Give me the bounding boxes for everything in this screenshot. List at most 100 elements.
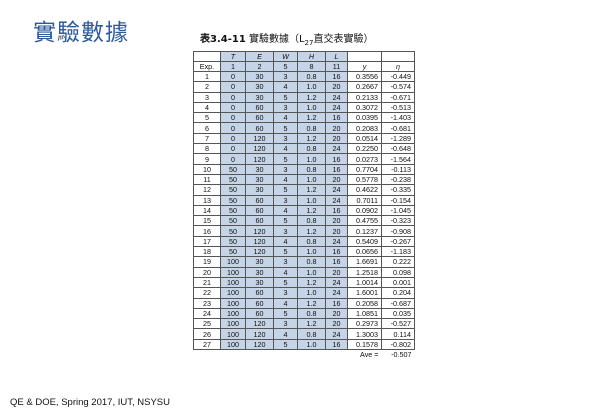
table-cell: 4 bbox=[273, 173, 298, 186]
table-cell: 120 bbox=[245, 318, 274, 330]
table-cell: 27 bbox=[193, 338, 221, 351]
table-cell: 50 bbox=[220, 246, 246, 258]
table-cell: 30 bbox=[245, 91, 274, 103]
table-cell: 3 bbox=[273, 194, 298, 206]
table-cell: 50 bbox=[220, 163, 246, 175]
empty-cell bbox=[326, 350, 348, 360]
table-cell: 0.5778 bbox=[347, 173, 382, 186]
table-cell: 120 bbox=[245, 132, 274, 145]
experiment-data-table-wrap: T E W H L Exp. 1 2 5 8 11 y η 1 0 30 3 0.8 16 0.3556 -0.449 2… bbox=[193, 51, 415, 360]
table-cell: -1.183 bbox=[381, 246, 415, 258]
table-cell: 23 bbox=[193, 297, 221, 309]
table-cell: 0 bbox=[220, 91, 246, 103]
table-row: 2 0 30 4 1.0 20 0.2667 -0.574 bbox=[193, 81, 415, 93]
table-cell: 0.8 bbox=[297, 122, 326, 134]
table-cell: -0.238 bbox=[381, 173, 415, 186]
table-row: 26 100 120 4 0.8 24 1.3003 0.114 bbox=[193, 328, 415, 340]
table-cell: 30 bbox=[245, 184, 274, 196]
table-row: 15 50 60 5 0.8 20 0.4755 -0.323 bbox=[193, 215, 415, 227]
table-cell: 100 bbox=[220, 287, 246, 299]
header-column-code: Exp. bbox=[193, 61, 221, 72]
table-cell: 0.2133 bbox=[347, 91, 382, 103]
table-cell: 24 bbox=[325, 143, 348, 155]
table-cell: 1.6001 bbox=[347, 287, 382, 299]
table-cell: 24 bbox=[325, 276, 348, 289]
table-cell: -0.687 bbox=[381, 297, 415, 309]
table-cell: 24 bbox=[325, 184, 348, 196]
caption-number: 表3.4-11 bbox=[200, 34, 246, 45]
table-cell: 120 bbox=[245, 153, 274, 165]
table-caption: 表3.4-11 實驗數據（L27直交表實驗） bbox=[200, 30, 430, 47]
table-cell: 0 bbox=[220, 70, 246, 83]
table-cell: 24 bbox=[325, 91, 348, 103]
table-cell: 1.2 bbox=[297, 225, 326, 237]
table-cell: 1.3003 bbox=[347, 328, 382, 340]
table-cell: 1.0 bbox=[297, 173, 326, 186]
table-cell: 16 bbox=[325, 338, 348, 351]
table-cell: 4 bbox=[273, 143, 298, 155]
table-cell: 12 bbox=[193, 184, 221, 196]
caption-text: 實驗數據（L bbox=[248, 34, 305, 45]
table-cell: 24 bbox=[325, 194, 348, 206]
table-cell: 0 bbox=[220, 101, 246, 114]
table-cell: -0.648 bbox=[381, 143, 415, 155]
table-cell: 0.114 bbox=[381, 328, 415, 340]
table-cell: 3 bbox=[273, 70, 298, 83]
header-column-code: 5 bbox=[273, 61, 298, 72]
table-cell: 0.4622 bbox=[347, 184, 382, 196]
table-cell: 22 bbox=[193, 287, 221, 299]
table-cell: 1.0 bbox=[297, 338, 326, 351]
table-cell: 1.0 bbox=[297, 287, 326, 299]
table-cell: 5 bbox=[273, 215, 298, 227]
table-cell: -1.289 bbox=[381, 132, 415, 145]
header-factor-name: T bbox=[220, 51, 246, 62]
table-cell: -0.513 bbox=[381, 101, 415, 114]
table-cell: 60 bbox=[245, 122, 274, 134]
table-row: 25 100 120 3 1.2 20 0.2973 -0.527 bbox=[193, 318, 415, 330]
table-cell: 0.0656 bbox=[347, 246, 382, 258]
average-row: Ave = -0.507 bbox=[194, 350, 415, 360]
table-cell: 50 bbox=[220, 194, 246, 206]
table-cell: 120 bbox=[245, 225, 274, 237]
table-cell: 0.204 bbox=[381, 287, 415, 299]
table-cell: 120 bbox=[245, 338, 274, 351]
table-cell: 24 bbox=[325, 328, 348, 340]
table-cell: 0.035 bbox=[381, 307, 415, 320]
table-cell: 0 bbox=[220, 122, 246, 134]
table-cell: 3 bbox=[273, 225, 298, 237]
table-cell: 60 bbox=[245, 204, 274, 217]
table-cell: -0.154 bbox=[381, 194, 415, 206]
table-cell: 20 bbox=[325, 307, 348, 320]
table-cell: 0 bbox=[220, 132, 246, 145]
table-cell: 11 bbox=[193, 173, 221, 186]
table-cell: 4 bbox=[273, 235, 298, 248]
table-cell: 24 bbox=[325, 287, 348, 299]
table-cell: -1.564 bbox=[381, 153, 415, 165]
table-cell: 4 bbox=[193, 101, 221, 114]
table-cell: 5 bbox=[273, 184, 298, 196]
empty-cell bbox=[194, 350, 221, 360]
header-factor-name: E bbox=[245, 51, 274, 62]
table-cell: 4 bbox=[273, 204, 298, 217]
table-cell: 0.3072 bbox=[347, 101, 382, 114]
table-cell: 100 bbox=[220, 297, 246, 309]
table-cell: 4 bbox=[273, 328, 298, 340]
table-cell: 16 bbox=[325, 70, 348, 83]
table-cell: 50 bbox=[220, 235, 246, 248]
table-cell: 100 bbox=[220, 318, 246, 330]
table-cell: 1.2 bbox=[297, 318, 326, 330]
table-cell: 100 bbox=[220, 256, 246, 268]
table-cell: 100 bbox=[220, 276, 246, 289]
table-cell: 1.0 bbox=[297, 246, 326, 258]
table-cell: 0.7704 bbox=[347, 163, 382, 175]
table-cell: 19 bbox=[193, 256, 221, 268]
table-cell: 0 bbox=[220, 153, 246, 165]
average-value: -0.507 bbox=[391, 350, 412, 360]
table-cell: 1.0 bbox=[297, 101, 326, 114]
table-cell: 0.7011 bbox=[347, 194, 382, 206]
table-cell: 0 bbox=[220, 143, 246, 155]
table-cell: 120 bbox=[245, 235, 274, 248]
table-row: 19 100 30 3 0.8 16 1.6691 0.222 bbox=[193, 256, 415, 268]
table-cell: 5 bbox=[273, 338, 298, 351]
